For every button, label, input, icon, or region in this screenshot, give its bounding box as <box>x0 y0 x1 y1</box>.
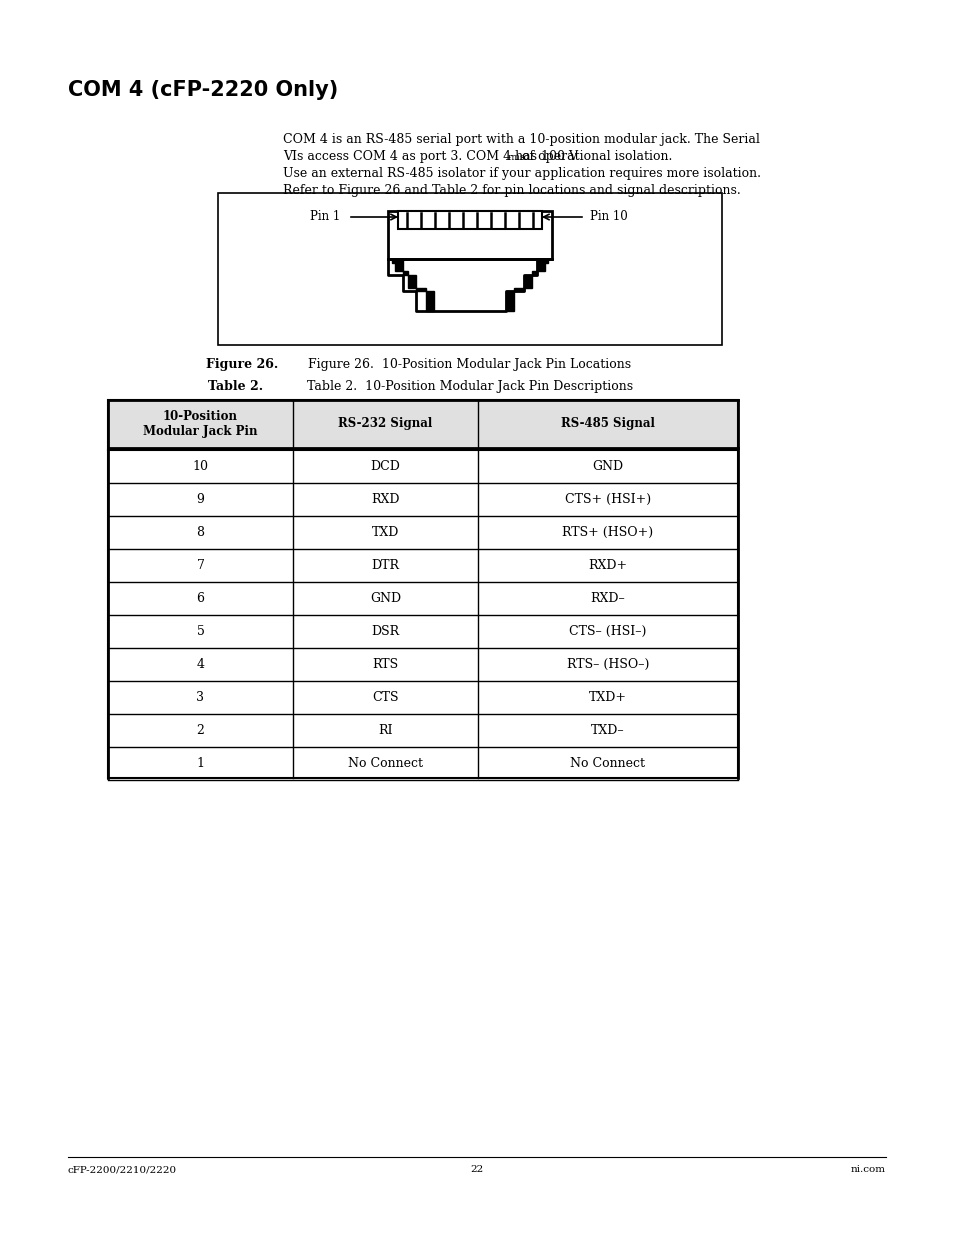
Text: 6: 6 <box>196 592 204 605</box>
Text: of operational isolation.: of operational isolation. <box>517 149 672 163</box>
Text: Table 2.  10-Position Modular Jack Pin Descriptions: Table 2. 10-Position Modular Jack Pin De… <box>307 380 633 393</box>
Text: RXD+: RXD+ <box>588 559 627 572</box>
Text: Table 2.: Table 2. <box>209 380 263 393</box>
Text: 1: 1 <box>196 757 204 769</box>
Text: RXD–: RXD– <box>590 592 625 605</box>
Bar <box>218 193 721 345</box>
Text: 5: 5 <box>196 625 204 638</box>
Text: cFP-2200/2210/2220: cFP-2200/2210/2220 <box>68 1166 177 1174</box>
Bar <box>108 400 738 778</box>
Text: DSR: DSR <box>371 625 399 638</box>
Text: RTS: RTS <box>372 658 398 671</box>
Text: Figure 26.  10-Position Modular Jack Pin Locations: Figure 26. 10-Position Modular Jack Pin … <box>308 358 631 370</box>
Text: 3: 3 <box>196 692 204 704</box>
Text: 22: 22 <box>470 1166 483 1174</box>
Text: RTS+ (HSO+): RTS+ (HSO+) <box>562 526 653 538</box>
Text: RS-232 Signal: RS-232 Signal <box>338 417 432 431</box>
Text: Modular Jack Pin: Modular Jack Pin <box>143 425 257 437</box>
Text: COM 4 is an RS-485 serial port with a 10-position modular jack. The Serial: COM 4 is an RS-485 serial port with a 10… <box>283 133 760 146</box>
Text: RS-485 Signal: RS-485 Signal <box>560 417 655 431</box>
Text: 10-Position: 10-Position <box>163 410 237 424</box>
Text: CTS– (HSI–): CTS– (HSI–) <box>569 625 646 638</box>
Text: COM 4 (cFP-2220 Only): COM 4 (cFP-2220 Only) <box>68 80 338 100</box>
Text: DTR: DTR <box>371 559 399 572</box>
Bar <box>108 400 738 448</box>
Text: 8: 8 <box>196 526 204 538</box>
Text: Refer to Figure 26 and Table 2 for pin locations and signal descriptions.: Refer to Figure 26 and Table 2 for pin l… <box>283 184 740 198</box>
Text: TXD–: TXD– <box>591 724 624 737</box>
Text: No Connect: No Connect <box>348 757 422 769</box>
Text: TXD: TXD <box>372 526 398 538</box>
Text: VIs access COM 4 as port 3. COM 4 has 100 V: VIs access COM 4 as port 3. COM 4 has 10… <box>283 149 578 163</box>
Text: rms: rms <box>507 153 524 162</box>
Text: GND: GND <box>592 459 623 473</box>
Polygon shape <box>388 259 434 311</box>
Text: Pin 10: Pin 10 <box>589 210 627 224</box>
Text: 9: 9 <box>196 493 204 506</box>
Text: TXD+: TXD+ <box>588 692 626 704</box>
Text: GND: GND <box>370 592 400 605</box>
Bar <box>388 211 552 259</box>
Text: CTS: CTS <box>372 692 398 704</box>
Polygon shape <box>505 259 552 311</box>
Text: RXD: RXD <box>371 493 399 506</box>
Text: RTS– (HSO–): RTS– (HSO–) <box>566 658 648 671</box>
Text: CTS+ (HSI+): CTS+ (HSI+) <box>564 493 650 506</box>
Text: Figure 26.: Figure 26. <box>206 358 277 370</box>
Bar <box>397 211 541 228</box>
Text: 10: 10 <box>193 459 209 473</box>
Text: DCD: DCD <box>370 459 400 473</box>
Text: No Connect: No Connect <box>570 757 645 769</box>
Text: 4: 4 <box>196 658 204 671</box>
Text: 2: 2 <box>196 724 204 737</box>
Text: ni.com: ni.com <box>850 1166 885 1174</box>
Text: RI: RI <box>377 724 393 737</box>
Text: 7: 7 <box>196 559 204 572</box>
Text: Pin 1: Pin 1 <box>310 210 340 224</box>
Text: Use an external RS-485 isolator if your application requires more isolation.: Use an external RS-485 isolator if your … <box>283 167 760 180</box>
